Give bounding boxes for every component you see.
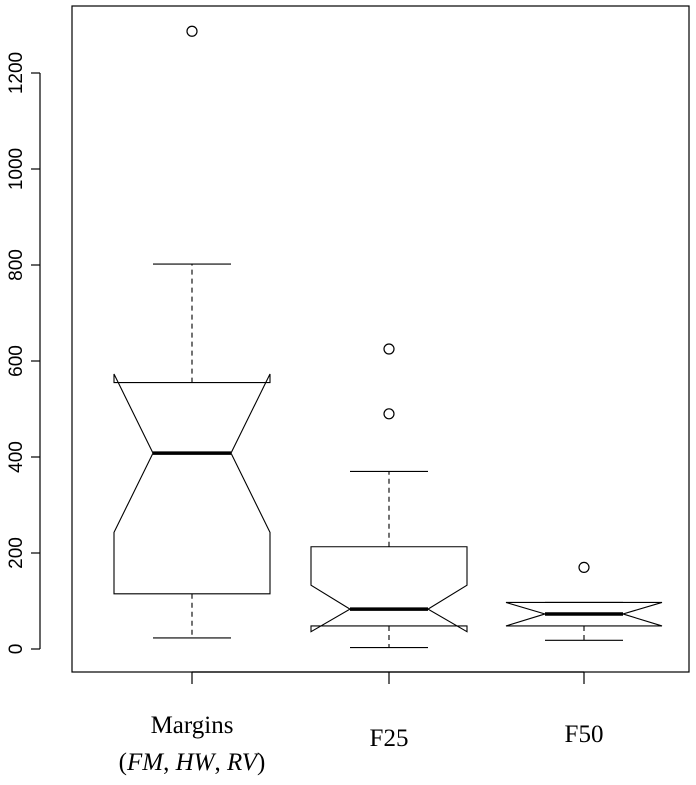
category-label-f50: F50	[565, 721, 604, 748]
x-axis	[191, 671, 585, 684]
y-tick-label: 0	[6, 644, 27, 655]
box-3	[505, 561, 663, 641]
boxes	[113, 25, 663, 649]
y-tick-label: 200	[6, 537, 27, 569]
box-2	[310, 343, 468, 649]
outlier-point	[383, 343, 395, 355]
box-body	[310, 546, 468, 633]
y-axis: 0 200 400 600 800 1000 1200	[6, 52, 41, 655]
outlier-point	[186, 25, 198, 37]
box-body	[113, 373, 271, 595]
y-tick-label: 400	[6, 441, 27, 473]
y-tick-label: 1200	[6, 52, 27, 94]
category-label-f25: F25	[370, 725, 409, 752]
outlier-point	[578, 561, 590, 574]
category-sublabel-margins: (FM, HW, RV)	[119, 749, 266, 776]
outlier-point	[383, 408, 395, 420]
y-tick-label: 600	[6, 345, 27, 377]
plot-frame	[71, 5, 690, 673]
box-1	[113, 25, 271, 639]
category-label-margins: Margins	[151, 712, 234, 739]
y-tick-label: 800	[6, 249, 27, 281]
y-tick-label: 1000	[6, 148, 27, 190]
